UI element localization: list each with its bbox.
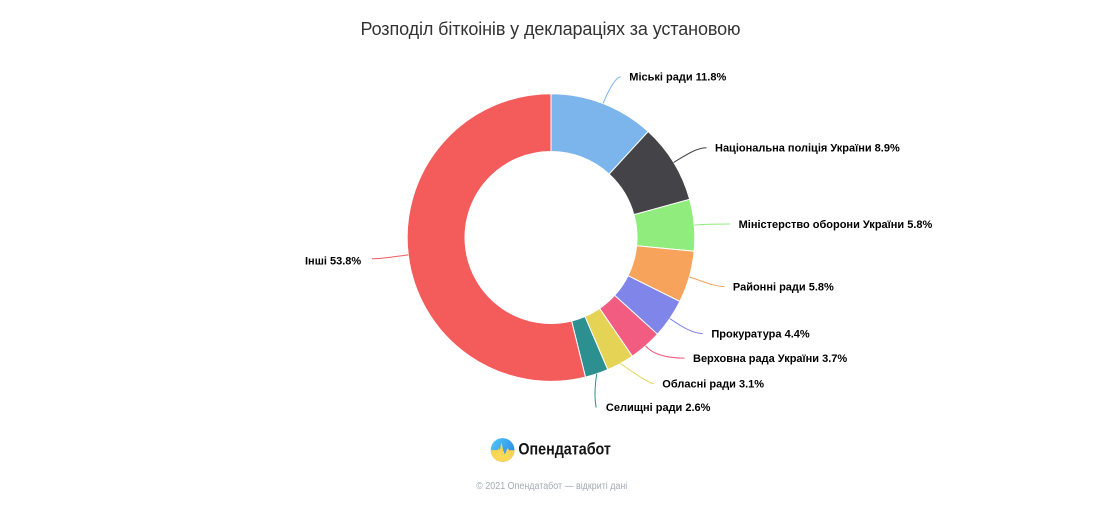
svg-text:Прокуратура 4.4%: Прокуратура 4.4%: [711, 328, 809, 340]
svg-text:Опендатабот: Опендатабот: [518, 440, 611, 459]
svg-text:Обласні ради 3.1%: Обласні ради 3.1%: [662, 379, 764, 391]
svg-text:© 2021 Опендатабот — відкриті: © 2021 Опендатабот — відкриті дані: [476, 480, 627, 492]
svg-text:Районні ради 5.8%: Районні ради 5.8%: [733, 281, 834, 293]
svg-text:Селищні ради 2.6%: Селищні ради 2.6%: [606, 402, 711, 414]
svg-text:Національна поліція України 8.: Національна поліція України 8.9%: [715, 143, 900, 155]
svg-text:Міські ради 11.8%: Міські ради 11.8%: [629, 72, 726, 84]
svg-text:Інші 53.8%: Інші 53.8%: [305, 256, 361, 268]
svg-text:Розподіл біткоінів у деклараці: Розподіл біткоінів у деклараціях за уста…: [361, 19, 741, 39]
svg-text:Верховна рада України 3.7%: Верховна рада України 3.7%: [693, 353, 847, 365]
svg-text:Міністерство оборони України 5: Міністерство оборони України 5.8%: [739, 219, 933, 231]
